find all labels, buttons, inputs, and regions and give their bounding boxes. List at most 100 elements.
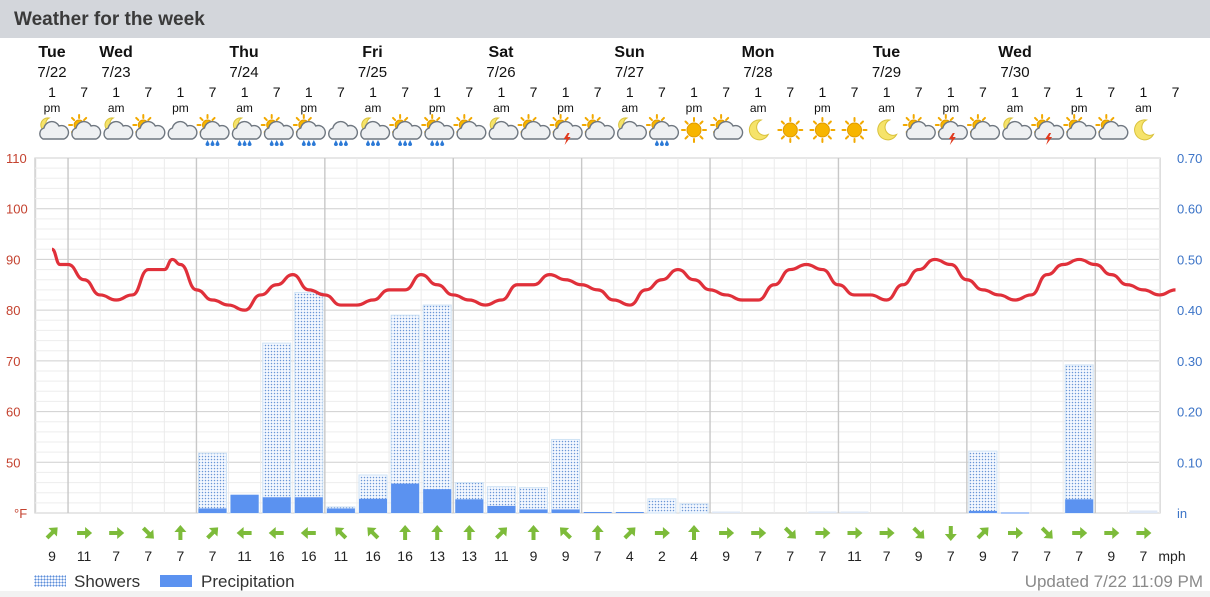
wind-arrow-icon [109, 527, 125, 539]
partly-cloudy-showers-icon [292, 114, 326, 146]
wind-arrow-icon [623, 527, 636, 540]
legend-showers: Showers [74, 572, 141, 591]
wind-speed: 7 [786, 548, 794, 564]
partly-cloudy-icon [453, 114, 487, 140]
partly-cloudy-icon [966, 114, 1001, 140]
precip-tick-label: 0.40 [1177, 303, 1202, 318]
precip-bar [455, 499, 484, 513]
wind-arrow-icon [559, 527, 572, 540]
time-hour: 7 [915, 84, 923, 100]
wind-speed: 7 [594, 548, 602, 564]
day-date: 7/28 [743, 64, 772, 81]
time-ampm: am [1007, 101, 1024, 115]
partly-cloudy-icon [1063, 114, 1097, 140]
wind-speed: 16 [301, 548, 317, 564]
temp-tick-label: 110 [6, 151, 27, 166]
showers-swatch [34, 575, 66, 587]
time-hour: 1 [819, 84, 827, 100]
showers-bar [262, 342, 292, 514]
partly-cloudy-thunder-icon [549, 114, 583, 145]
wind-arrow-icon [1040, 526, 1053, 539]
precip-unit-label: in [1177, 506, 1187, 521]
wind-speed: 9 [979, 548, 987, 564]
wind-arrow-icon [527, 525, 540, 540]
wind-speed: 16 [397, 548, 413, 564]
time-hour: 1 [1140, 84, 1148, 100]
partly-cloudy-icon [581, 114, 615, 140]
wind-speed: 7 [883, 548, 891, 564]
wind-speed: 9 [1107, 548, 1115, 564]
wind-speed: 4 [626, 548, 634, 564]
sunny-icon [681, 117, 707, 143]
day-date: 7/26 [486, 64, 515, 81]
wind-arrow-icon [1008, 527, 1023, 539]
weather-chart: Tue 7/22 Wed 7/23 Thu 7/24 Fri 7/25 Sat 7/26 Sun 7/… [6, 44, 1202, 564]
partly-cloudy-icon [902, 114, 936, 140]
precip-bar [615, 511, 644, 513]
partly-cloudy-night-showers-icon [231, 117, 262, 146]
time-hour: 7 [979, 84, 987, 100]
showers-bar [808, 511, 837, 513]
precip-tick-label: 0.10 [1177, 455, 1202, 470]
wind-speed: 7 [947, 548, 955, 564]
time-hour: 1 [626, 84, 634, 100]
time-ampm: am [365, 101, 382, 115]
night-showers-icon [360, 117, 391, 146]
time-hour: 1 [562, 84, 570, 100]
cloudy-showers-icon [328, 120, 359, 146]
precip-bars [198, 291, 1158, 514]
day-date: 7/23 [101, 64, 130, 81]
wind-speed: 16 [269, 548, 285, 564]
wind-arrow-icon [654, 527, 670, 539]
time-ampm: am [750, 101, 767, 115]
time-hour: 7 [1107, 84, 1115, 100]
day-name: Wed [99, 44, 132, 61]
wind-arrow-icon [463, 525, 476, 540]
partly-cloudy-thunder-icon [1031, 114, 1065, 145]
wind-arrow-icon [783, 526, 796, 539]
time-ampm: pm [300, 101, 317, 115]
time-hour: 7 [530, 84, 538, 100]
showers-bar [679, 503, 709, 514]
bottom-strip [0, 591, 1210, 597]
time-hour: 1 [690, 84, 698, 100]
partly-cloudy-icon [1095, 114, 1129, 140]
time-hour: 7 [273, 84, 281, 100]
sunny-icon [809, 117, 836, 143]
wind-unit-label: mph [1158, 548, 1185, 564]
time-hour: 7 [209, 84, 217, 100]
showers-bar [422, 304, 452, 514]
partly-cloudy-showers-icon [421, 114, 455, 146]
wind-speed: 9 [530, 548, 538, 564]
wind-speed: 9 [48, 548, 56, 564]
header-bar: Weather for the week [0, 0, 1210, 38]
day-date: 7/24 [229, 64, 258, 81]
wind-speed: 11 [847, 548, 862, 564]
clear-night-icon [877, 119, 898, 141]
time-hour: 1 [241, 84, 249, 100]
wind-arrow-icon [847, 527, 863, 539]
wind-speed: 11 [494, 548, 509, 564]
time-ampm: am [493, 101, 510, 115]
wind-arrow-icon [367, 527, 380, 540]
precip-bar [1065, 499, 1094, 513]
wind-speed: 13 [462, 548, 478, 564]
partly-cloudy-night-icon [616, 117, 647, 140]
wind-arrow-icon [77, 527, 93, 539]
temp-tick-label: 90 [6, 252, 20, 267]
partly-cloudy-night-icon [1002, 117, 1033, 140]
time-hour: 1 [754, 84, 762, 100]
wind-arrow-icon [141, 526, 154, 539]
partly-cloudy-icon [710, 114, 744, 140]
precip-bar [1001, 512, 1029, 514]
cloudy-icon [167, 120, 198, 140]
time-ampm: am [1135, 101, 1152, 115]
time-hour: 7 [144, 84, 152, 100]
grid-lines [35, 157, 1160, 514]
partly-cloudy-night-icon [488, 117, 519, 140]
day-name: Sun [614, 44, 644, 61]
temperature-axis: 110 100 90 80 70 60 50 °F [6, 151, 28, 521]
precip-bar [519, 509, 548, 513]
time-hour: 1 [947, 84, 955, 100]
precip-bar [423, 489, 452, 513]
